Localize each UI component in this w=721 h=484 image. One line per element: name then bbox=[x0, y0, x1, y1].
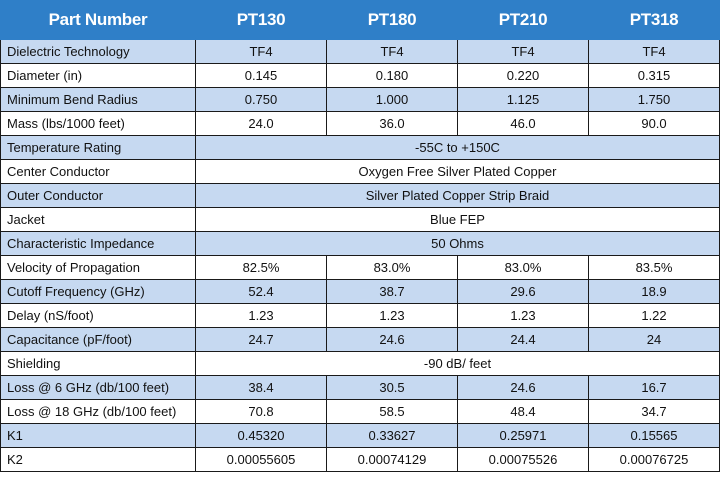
value-cell: 30.5 bbox=[326, 375, 458, 400]
table-row: Center Conductor Oxygen Free Silver Plate… bbox=[0, 159, 720, 184]
row-label: Loss @ 6 GHz (db/100 feet) bbox=[0, 375, 196, 400]
value-cell: 1.23 bbox=[326, 303, 458, 328]
value-cell: 83.0% bbox=[457, 255, 589, 280]
spec-body: Dielectric Technology TF4 TF4 TF4 TF4 Diamete… bbox=[0, 39, 720, 472]
value-cell: 18.9 bbox=[588, 279, 720, 304]
value-cell: 52.4 bbox=[195, 279, 327, 304]
value-cell: TF4 bbox=[326, 39, 458, 64]
value-cell: 0.15565 bbox=[588, 423, 720, 448]
value-cell: 38.4 bbox=[195, 375, 327, 400]
part-header: PT318 bbox=[588, 0, 720, 40]
value-cell: 1.750 bbox=[588, 87, 720, 112]
value-cell: 16.7 bbox=[588, 375, 720, 400]
row-label: Characteristic Impedance bbox=[0, 231, 196, 256]
value-cell: 1.22 bbox=[588, 303, 720, 328]
row-label: Velocity of Propagation bbox=[0, 255, 196, 280]
table-row: Capacitance (pF/foot) 24.7 24.6 24.4 24 bbox=[0, 327, 720, 352]
value-cell: 82.5% bbox=[195, 255, 327, 280]
row-label: Jacket bbox=[0, 207, 196, 232]
header-row: Part Number PT130 PT180 PT210 PT318 bbox=[0, 0, 720, 40]
value-cell: 0.45320 bbox=[195, 423, 327, 448]
value-cell: 0.180 bbox=[326, 63, 458, 88]
row-label: Diameter (in) bbox=[0, 63, 196, 88]
table-row: Outer Conductor Silver Plated Copper Stri… bbox=[0, 183, 720, 208]
value-cell: 0.00075526 bbox=[457, 447, 589, 472]
value-cell: 34.7 bbox=[588, 399, 720, 424]
value-cell: 29.6 bbox=[457, 279, 589, 304]
table-row: Shielding -90 dB/ feet bbox=[0, 351, 720, 376]
value-cell: 0.00055605 bbox=[195, 447, 327, 472]
value-cell: 83.0% bbox=[326, 255, 458, 280]
part-header: PT210 bbox=[457, 0, 589, 40]
table-row: Delay (nS/foot) 1.23 1.23 1.23 1.22 bbox=[0, 303, 720, 328]
spanned-value-cell: Blue FEP bbox=[195, 207, 720, 232]
value-cell: 0.33627 bbox=[326, 423, 458, 448]
value-cell: 0.00076725 bbox=[588, 447, 720, 472]
part-header: PT130 bbox=[195, 0, 327, 40]
value-cell: 0.750 bbox=[195, 87, 327, 112]
part-header: PT180 bbox=[326, 0, 458, 40]
value-cell: TF4 bbox=[457, 39, 589, 64]
value-cell: 0.315 bbox=[588, 63, 720, 88]
value-cell: 24.6 bbox=[326, 327, 458, 352]
row-label: Shielding bbox=[0, 351, 196, 376]
value-cell: 24.4 bbox=[457, 327, 589, 352]
value-cell: 1.125 bbox=[457, 87, 589, 112]
value-cell: 46.0 bbox=[457, 111, 589, 136]
value-cell: 48.4 bbox=[457, 399, 589, 424]
spanned-value-cell: Oxygen Free Silver Plated Copper bbox=[195, 159, 720, 184]
value-cell: 1.000 bbox=[326, 87, 458, 112]
row-label: Mass (lbs/1000 feet) bbox=[0, 111, 196, 136]
table-row: Characteristic Impedance 50 Ohms bbox=[0, 231, 720, 256]
row-label: Loss @ 18 GHz (db/100 feet) bbox=[0, 399, 196, 424]
table-row: K1 0.45320 0.33627 0.25971 0.15565 bbox=[0, 423, 720, 448]
value-cell: 1.23 bbox=[457, 303, 589, 328]
value-cell: 0.220 bbox=[457, 63, 589, 88]
table-row: Cutoff Frequency (GHz) 52.4 38.7 29.6 18.9 bbox=[0, 279, 720, 304]
value-cell: 24.7 bbox=[195, 327, 327, 352]
value-cell: 24.0 bbox=[195, 111, 327, 136]
row-label: Temperature Rating bbox=[0, 135, 196, 160]
value-cell: 90.0 bbox=[588, 111, 720, 136]
row-label: Delay (nS/foot) bbox=[0, 303, 196, 328]
spanned-value-cell: Silver Plated Copper Strip Braid bbox=[195, 183, 720, 208]
value-cell: 58.5 bbox=[326, 399, 458, 424]
spanned-value-cell: -55C to +150C bbox=[195, 135, 720, 160]
row-label: Outer Conductor bbox=[0, 183, 196, 208]
row-label: Center Conductor bbox=[0, 159, 196, 184]
part-number-header: Part Number bbox=[0, 0, 196, 40]
table-row: Diameter (in) 0.145 0.180 0.220 0.315 bbox=[0, 63, 720, 88]
table-row: Minimum Bend Radius 0.750 1.000 1.125 1.750 bbox=[0, 87, 720, 112]
value-cell: 24.6 bbox=[457, 375, 589, 400]
table-row: Dielectric Technology TF4 TF4 TF4 TF4 bbox=[0, 39, 720, 64]
table-row: Velocity of Propagation 82.5% 83.0% 83.0% 83… bbox=[0, 255, 720, 280]
table-row: K2 0.00055605 0.00074129 0.00075526 0.000767… bbox=[0, 447, 720, 472]
table-row: Temperature Rating -55C to +150C bbox=[0, 135, 720, 160]
spec-table: Part Number PT130 PT180 PT210 PT318 Diel… bbox=[0, 0, 720, 472]
value-cell: 1.23 bbox=[195, 303, 327, 328]
table-row: Jacket Blue FEP bbox=[0, 207, 720, 232]
value-cell: 0.00074129 bbox=[326, 447, 458, 472]
table-row: Loss @ 18 GHz (db/100 feet) 70.8 58.5 48.4 3… bbox=[0, 399, 720, 424]
value-cell: 0.145 bbox=[195, 63, 327, 88]
value-cell: 0.25971 bbox=[457, 423, 589, 448]
row-label: K1 bbox=[0, 423, 196, 448]
value-cell: 38.7 bbox=[326, 279, 458, 304]
value-cell: TF4 bbox=[588, 39, 720, 64]
value-cell: 83.5% bbox=[588, 255, 720, 280]
table-row: Mass (lbs/1000 feet) 24.0 36.0 46.0 90.0 bbox=[0, 111, 720, 136]
row-label: Minimum Bend Radius bbox=[0, 87, 196, 112]
table-row: Loss @ 6 GHz (db/100 feet) 38.4 30.5 24.6 16… bbox=[0, 375, 720, 400]
spanned-value-cell: -90 dB/ feet bbox=[195, 351, 720, 376]
row-label: K2 bbox=[0, 447, 196, 472]
row-label: Cutoff Frequency (GHz) bbox=[0, 279, 196, 304]
value-cell: 70.8 bbox=[195, 399, 327, 424]
row-label: Dielectric Technology bbox=[0, 39, 196, 64]
value-cell: TF4 bbox=[195, 39, 327, 64]
spanned-value-cell: 50 Ohms bbox=[195, 231, 720, 256]
value-cell: 36.0 bbox=[326, 111, 458, 136]
value-cell: 24 bbox=[588, 327, 720, 352]
row-label: Capacitance (pF/foot) bbox=[0, 327, 196, 352]
